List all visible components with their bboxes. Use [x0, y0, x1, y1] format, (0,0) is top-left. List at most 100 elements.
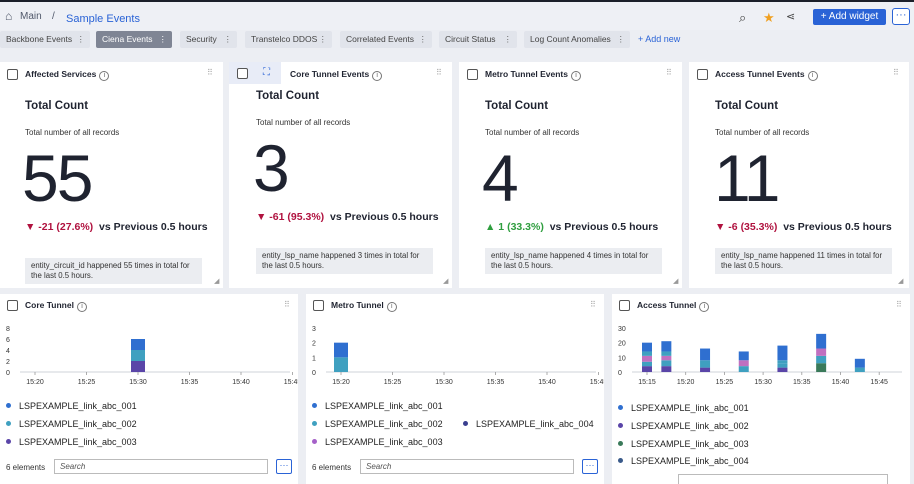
legend-item[interactable]: LSPEXAMPLE_link_abc_002: [618, 421, 749, 431]
select-checkbox[interactable]: [619, 300, 630, 311]
y-tick-label: 4: [6, 348, 10, 355]
drag-handle-icon[interactable]: ⠿: [893, 68, 899, 77]
expand-icon[interactable]: ⛶: [263, 67, 270, 78]
y-tick-label: 3: [312, 326, 316, 333]
legend-item[interactable]: LSPEXAMPLE_link_abc_002: [6, 419, 137, 429]
x-tick-label: 15:25: [716, 379, 734, 386]
tab-security[interactable]: Security ⋮: [180, 31, 237, 48]
bar-segment: [816, 363, 827, 372]
info-icon[interactable]: i: [99, 71, 110, 81]
search-input[interactable]: Search: [54, 459, 268, 474]
info-icon[interactable]: i: [372, 71, 383, 81]
star-icon[interactable]: ★: [763, 10, 775, 25]
drag-handle-icon[interactable]: ⠿: [207, 68, 213, 77]
info-icon[interactable]: i: [570, 71, 581, 81]
total-count-value: 4: [482, 141, 519, 215]
share-icon[interactable]: ⋖: [786, 11, 796, 23]
tab-menu-icon[interactable]: ⋮: [158, 34, 168, 44]
y-tick-label: 0: [312, 370, 316, 377]
drag-handle-icon[interactable]: ⠿: [284, 300, 290, 309]
tab-backbone-events[interactable]: Backbone Events ⋮: [0, 31, 90, 48]
total-count-value: 11: [714, 141, 781, 215]
resize-handle-icon[interactable]: ◢: [214, 278, 220, 285]
legend-item[interactable]: LSPEXAMPLE_link_abc_003: [6, 437, 137, 447]
delta-block: ▼ -21 (27.6%) vs Previous 0.5 hours: [25, 221, 230, 234]
x-tick-label: 15:30: [435, 379, 453, 386]
info-icon[interactable]: i: [76, 302, 87, 312]
bar-segment: [131, 339, 145, 350]
x-tick-label: 15:45: [590, 379, 604, 386]
select-checkbox[interactable]: [467, 69, 478, 80]
legend-item[interactable]: LSPEXAMPLE_link_abc_003: [312, 437, 443, 447]
drag-handle-icon[interactable]: ⠿: [590, 300, 596, 309]
elements-count: 6 elements: [312, 463, 352, 472]
resize-handle-icon[interactable]: ◢: [898, 278, 904, 285]
y-tick-label: 6: [6, 337, 10, 344]
tab-ciena-events[interactable]: Ciena Events ⋮: [96, 31, 172, 48]
search-input[interactable]: [678, 474, 888, 484]
tab-menu-icon[interactable]: ⋮: [503, 34, 513, 44]
bar-segment: [816, 333, 827, 349]
tab-menu-icon[interactable]: ⋮: [418, 34, 428, 44]
tab-menu-icon[interactable]: ⋮: [318, 34, 328, 44]
info-icon[interactable]: i: [699, 302, 710, 312]
bar-segment: [777, 367, 788, 372]
legend-item[interactable]: LSPEXAMPLE_link_abc_004: [463, 419, 594, 429]
bar-segment: [642, 351, 652, 356]
legend-item[interactable]: LSPEXAMPLE_link_abc_001: [618, 403, 749, 413]
tab-label: Backbone Events: [6, 34, 73, 44]
bar-segment: [777, 360, 788, 364]
tab-menu-icon[interactable]: ⋮: [76, 34, 86, 44]
add-widget-button[interactable]: + Add widget: [813, 9, 886, 25]
tab-correlated-events[interactable]: Correlated Events ⋮: [340, 31, 432, 48]
select-checkbox[interactable]: [7, 300, 18, 311]
select-checkbox[interactable]: [237, 68, 248, 79]
select-checkbox[interactable]: [313, 300, 324, 311]
x-tick-label: 15:20: [332, 379, 350, 386]
delta-compare: vs Previous 0.5 hours: [330, 211, 439, 223]
y-tick-label: 1: [312, 355, 316, 362]
search-input[interactable]: Search: [360, 459, 574, 474]
tab-circuit-status[interactable]: Circuit Status ⋮: [439, 31, 517, 48]
drag-handle-icon[interactable]: ⠿: [666, 68, 672, 77]
x-tick-label: 15:15: [638, 379, 656, 386]
info-icon[interactable]: i: [386, 302, 397, 312]
x-tick-label: 15:45: [870, 379, 888, 386]
legend-item[interactable]: LSPEXAMPLE_link_abc_002: [312, 419, 443, 429]
legend-dot: [6, 403, 11, 408]
legend-item[interactable]: LSPEXAMPLE_link_abc_001: [312, 401, 443, 411]
x-tick-label: 15:45: [284, 379, 298, 386]
search-icon[interactable]: ⌕: [739, 10, 747, 25]
total-count-sublabel: Total number of all records: [485, 128, 580, 137]
select-checkbox[interactable]: [7, 69, 18, 80]
y-tick-label: 8: [6, 326, 10, 333]
drag-handle-icon[interactable]: ⠿: [436, 68, 442, 77]
home-icon[interactable]: ⌂: [5, 9, 13, 23]
drag-handle-icon[interactable]: ⠿: [896, 300, 902, 309]
more-options-button[interactable]: ···: [892, 8, 910, 25]
legend-item[interactable]: LSPEXAMPLE_link_abc_004: [618, 456, 749, 466]
total-count-sublabel: Total number of all records: [715, 128, 810, 137]
add-new-tab-button[interactable]: + Add new: [638, 34, 681, 44]
tab-menu-icon[interactable]: ⋮: [223, 34, 233, 44]
x-tick-label: 15:40: [232, 379, 250, 386]
breadcrumb-home[interactable]: Main: [20, 11, 42, 22]
breadcrumb-separator: /: [52, 11, 55, 22]
tab-transtelco-ddos[interactable]: Transtelco DDOS ⋮: [245, 31, 332, 48]
more-options-button[interactable]: ···: [582, 459, 598, 474]
more-options-button[interactable]: ···: [276, 459, 292, 474]
resize-handle-icon[interactable]: ◢: [443, 278, 449, 285]
resize-handle-icon[interactable]: ◢: [673, 278, 679, 285]
x-tick-label: 15:30: [754, 379, 772, 386]
x-tick-label: 15:25: [78, 379, 96, 386]
delta-block: ▼ -6 (35.3%) vs Previous 0.5 hours: [715, 221, 914, 234]
bar-segment: [661, 366, 672, 372]
legend-item[interactable]: LSPEXAMPLE_link_abc_001: [6, 401, 137, 411]
info-icon[interactable]: i: [807, 71, 818, 81]
legend-item[interactable]: LSPEXAMPLE_link_abc_003: [618, 439, 749, 449]
tab-menu-icon[interactable]: ⋮: [616, 34, 626, 44]
delta-value: ▲ 1 (33.3%): [485, 221, 544, 233]
tab-label: Circuit Status: [445, 34, 496, 44]
select-checkbox[interactable]: [697, 69, 708, 80]
tab-log-count-anomalies[interactable]: Log Count Anomalies ⋮: [524, 31, 630, 48]
